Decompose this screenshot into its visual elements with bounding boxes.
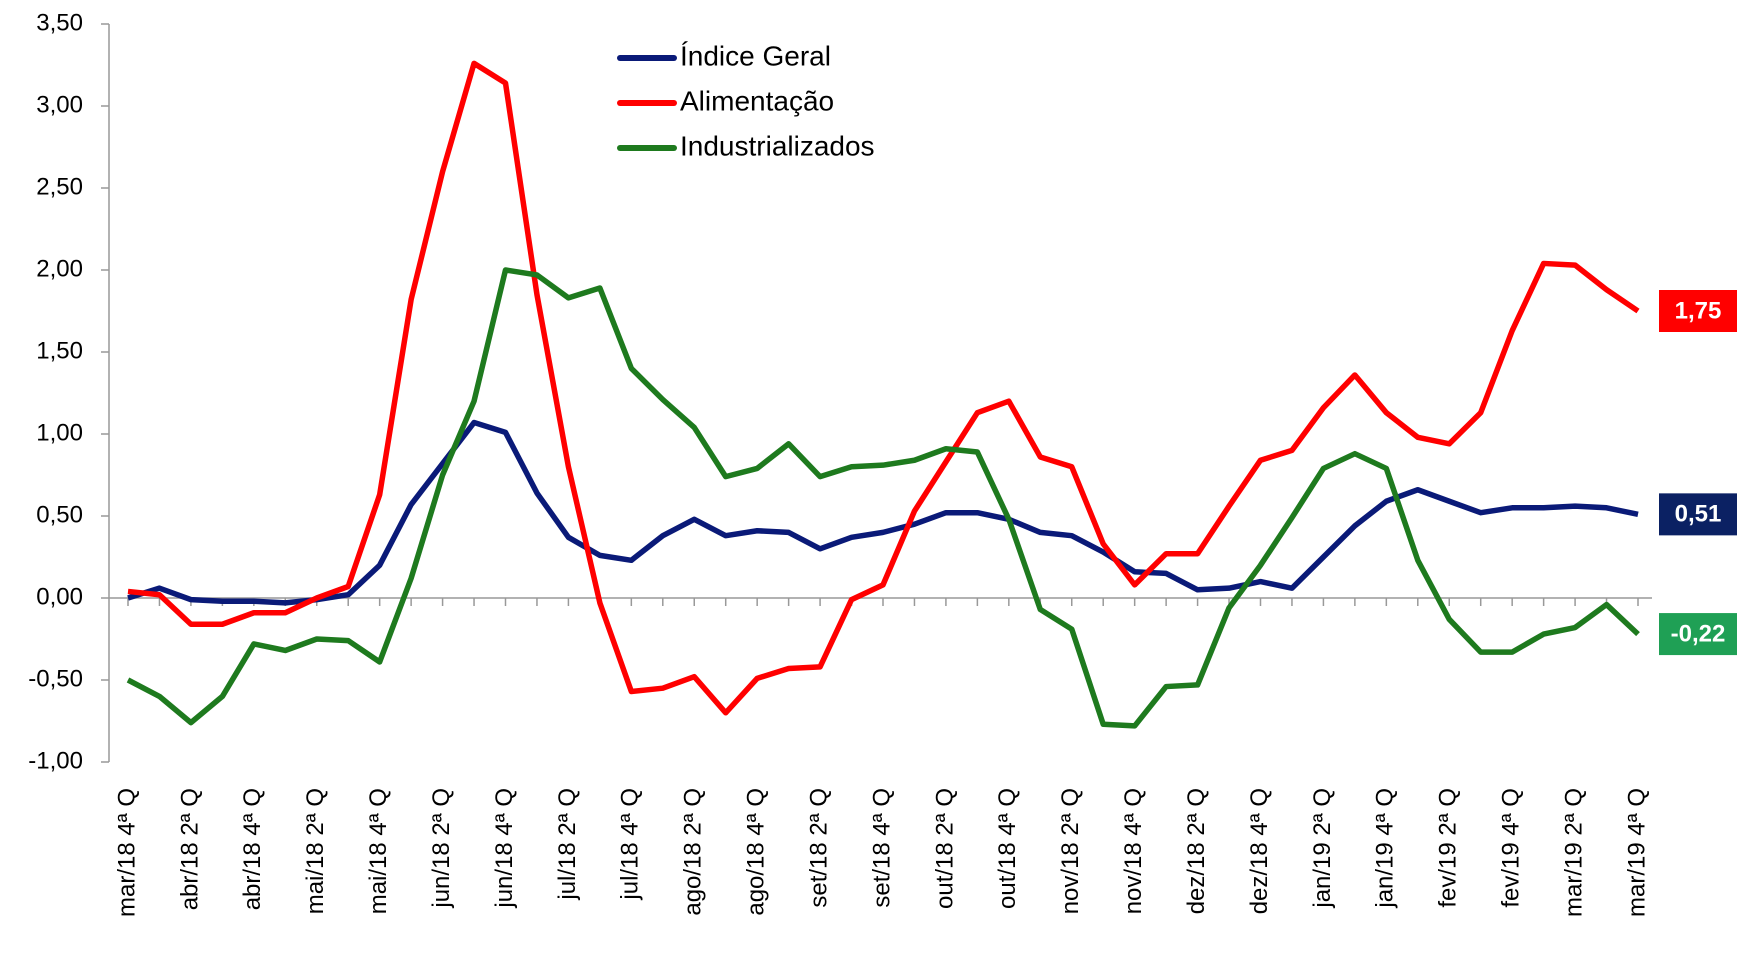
x-tick-label: jun/18 4ª Q xyxy=(491,788,518,909)
x-tick-label: mar/18 4ª Q xyxy=(113,788,140,917)
x-tick-label: fev/19 2ª Q xyxy=(1435,788,1462,908)
y-tick-label: 1,50 xyxy=(36,337,83,364)
y-tick-label: 3,50 xyxy=(36,9,83,36)
series-line xyxy=(126,267,1640,729)
x-tick-label: set/18 2ª Q xyxy=(805,788,832,908)
y-tick-label: 0,50 xyxy=(36,501,83,528)
x-tick-label: mai/18 2ª Q xyxy=(302,788,329,914)
x-tick-label: out/18 4ª Q xyxy=(994,788,1021,909)
x-tick-label: nov/18 4ª Q xyxy=(1120,788,1147,914)
end-label: 0,51 xyxy=(1675,501,1722,528)
y-tick-label: 2,50 xyxy=(36,173,83,200)
y-tick-label: 2,00 xyxy=(36,255,83,282)
x-tick-label: ago/18 4ª Q xyxy=(743,788,770,916)
y-tick-label: 1,00 xyxy=(36,419,83,446)
y-tick-label: 0,00 xyxy=(36,583,83,610)
y-tick-label: -1,00 xyxy=(28,747,83,774)
y-tick-label: -0,50 xyxy=(28,665,83,692)
end-label-box xyxy=(1659,493,1737,536)
x-tick-label: dez/18 4ª Q xyxy=(1246,788,1273,914)
x-tick-label: out/18 2ª Q xyxy=(931,788,958,909)
x-tick-label: mar/19 2ª Q xyxy=(1560,788,1587,917)
x-tick-label: set/18 4ª Q xyxy=(868,788,895,908)
x-tick-label: nov/18 2ª Q xyxy=(1057,788,1084,914)
x-tick-label: abr/18 2ª Q xyxy=(176,788,203,910)
series-line xyxy=(127,419,1639,606)
legend-label: Índice Geral xyxy=(680,40,831,71)
legend-label: Alimentação xyxy=(680,85,834,116)
x-tick-label: jan/19 4ª Q xyxy=(1372,788,1399,909)
x-tick-label: jul/18 2ª Q xyxy=(554,788,581,901)
end-label-box xyxy=(1659,613,1737,656)
end-label-box xyxy=(1659,290,1737,332)
x-tick-label: mar/19 4ª Q xyxy=(1623,788,1650,917)
y-tick-label: 3,00 xyxy=(36,91,83,118)
x-tick-label: jun/18 2ª Q xyxy=(428,788,455,909)
end-label: -0,22 xyxy=(1671,620,1726,647)
x-tick-label: dez/18 2ª Q xyxy=(1183,788,1210,914)
x-tick-label: jul/18 4ª Q xyxy=(617,788,644,901)
x-tick-label: ago/18 2ª Q xyxy=(680,788,707,916)
end-label: 1,75 xyxy=(1675,297,1722,324)
series-line xyxy=(127,60,1640,716)
x-tick-label: fev/19 4ª Q xyxy=(1498,788,1525,908)
x-tick-label: mai/18 4ª Q xyxy=(365,788,392,914)
legend-label: Industrializados xyxy=(680,130,875,161)
x-tick-label: jan/19 2ª Q xyxy=(1309,788,1336,909)
x-tick-label: abr/18 4ª Q xyxy=(239,788,266,910)
